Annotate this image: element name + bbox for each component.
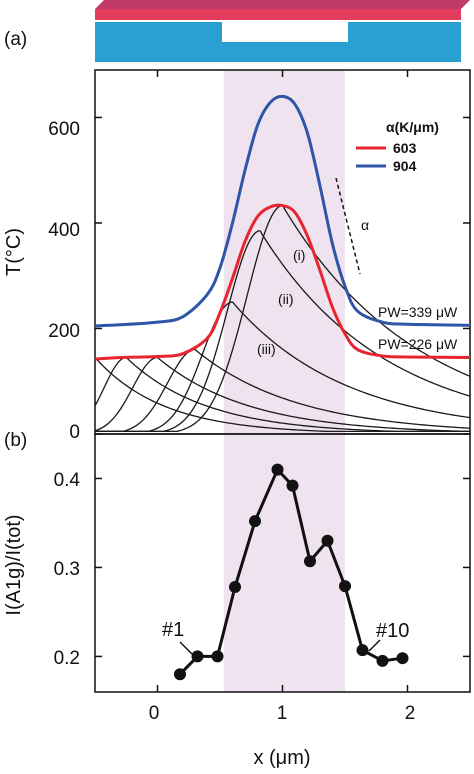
legend-603-label: 603 [393,140,417,156]
legend-904-label: 904 [393,158,417,174]
legend: α(K/μm) 603 904 [356,119,439,174]
flake-layer [95,9,461,20]
data-point-5 [249,515,261,528]
x-axis-label: x (μm) [253,747,310,769]
legend-title: α(K/μm) [386,119,439,135]
intensity-ratio-points [174,463,409,681]
panel-b-ytick-0.3: 0.3 [54,559,80,580]
annotation-point-1-pointer [179,641,193,655]
annotation-iii: (iii) [257,341,276,357]
alpha-slope-dash [335,177,361,275]
xtick-2: 2 [405,703,416,724]
data-point-6 [271,463,284,476]
xtick-0: 0 [149,703,160,724]
panel-b-ylabel: I(A1g)/I(tot) [3,514,25,615]
annotation-point-1: #1 [162,619,184,641]
annotation-i: (i) [293,247,305,263]
data-point-2 [191,650,204,663]
local-curve-5 [94,301,471,433]
panel-a-ytick-0: 0 [69,422,80,443]
panel-a-ytick-400: 400 [48,220,80,241]
data-point-1 [174,668,186,681]
data-point-13 [396,652,409,665]
series-904-line [94,94,471,328]
flake-top-face [95,0,470,9]
x-axis-ticks [156,70,409,692]
device-schematic [95,0,470,62]
trench-gap [222,22,348,42]
data-point-12 [376,654,389,667]
panel-a-y-ticks [95,116,470,435]
data-point-4 [229,581,241,594]
local-temperature-curves [94,204,471,433]
data-point-7 [286,479,299,492]
data-point-8 [304,555,316,568]
panel-b-ytick-0.4: 0.4 [54,470,81,491]
annotation-point-10-pointer [368,639,381,652]
data-point-9 [321,534,334,547]
alpha-annotation: α [361,217,369,233]
local-curve-4 [94,348,471,433]
local-curve-2 [94,356,470,433]
data-point-10 [339,580,351,593]
panel-b-ytick-0.2: 0.2 [54,648,80,669]
panel-a-ytick-200: 200 [48,321,80,342]
panel-b-label: (b) [4,430,27,451]
panel-a-ylabel: T(°C) [3,228,25,276]
series-603-line [94,203,471,361]
xtick-1: 1 [277,703,288,724]
pw-226-label: PW=226 μW [378,336,458,352]
annotation-ii: (ii) [278,291,294,307]
panel-b-y-ticks [95,477,470,658]
data-point-3 [211,650,224,663]
pw-339-label: PW=339 μW [378,304,458,320]
annotation-point-10: #10 [376,620,409,642]
data-point-11 [356,644,369,657]
panel-a-label: (a) [4,29,27,50]
panel-a-ytick-600: 600 [48,119,80,140]
